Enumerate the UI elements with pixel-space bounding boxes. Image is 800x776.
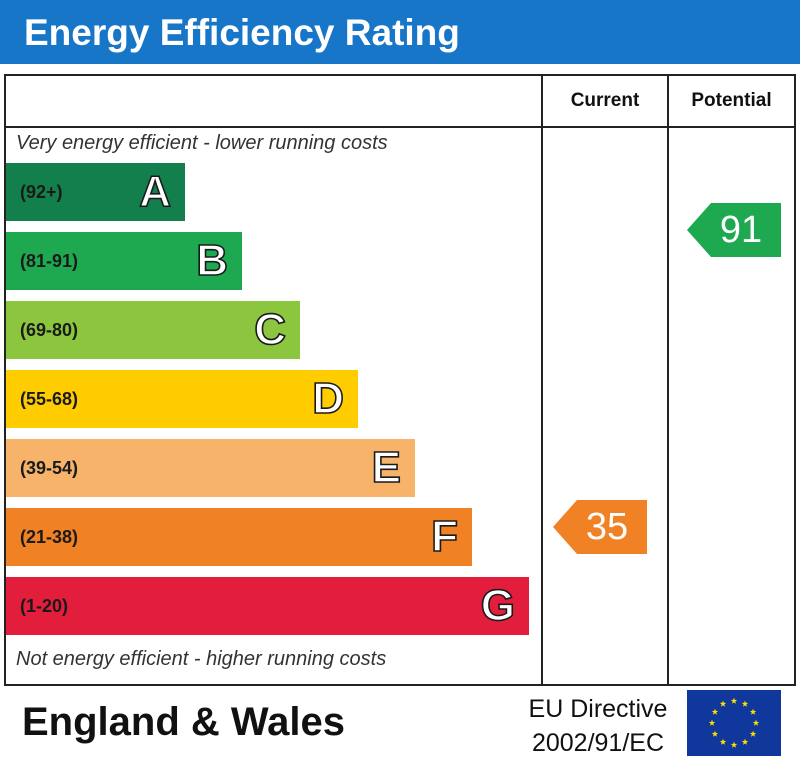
eu-star-icon [708,719,716,726]
band-f: (21-38) F [6,508,472,566]
band-letter-label: A [138,166,171,217]
region-label: England & Wales [22,700,346,744]
top-note: Very energy efficient - lower running co… [16,132,388,154]
current-rating-arrow: 35 [553,500,647,554]
header-row-divider [4,126,796,128]
eu-star-icon [711,730,719,737]
band-a: (92+) A [6,163,185,221]
band-range-label: (39-54) [20,458,79,478]
eu-star-icon [752,719,760,726]
footer-divider [4,684,796,686]
eu-star-icon [730,741,738,748]
potential-column-divider [667,74,669,686]
band-letter-label: G [480,580,516,631]
eu-star-icon [749,708,757,715]
band-d: (55-68) D [6,370,358,428]
band-b: (81-91) B [6,232,242,290]
band-letter-label: E [371,442,402,493]
eu-star-icon [749,730,757,737]
eu-directive-line1: EU Directive [528,695,668,723]
eu-star-icon [711,708,719,715]
chart-title: Energy Efficiency Rating [24,12,460,53]
current-column-header: Current [570,90,640,111]
eu-star-icon [741,738,749,745]
band-range-label: (21-38) [20,527,79,547]
current-rating-value: 35 [585,506,629,548]
eu-directive-line2: 2002/91/EC [531,729,665,757]
eu-flag-icon [687,690,781,756]
eu-star-icon [719,700,727,707]
eu-star-icon [719,738,727,745]
current-column-divider [541,74,543,686]
band-letter-label: C [253,304,286,355]
eu-star-icon [730,697,738,704]
band-range-label: (92+) [20,182,63,202]
band-c: (69-80) C [6,301,300,359]
band-letter-label: B [195,235,228,286]
eu-star-icon [741,700,749,707]
band-range-label: (81-91) [20,251,79,271]
band-letter-label: D [311,373,344,424]
potential-rating-arrow: 91 [687,203,781,257]
band-letter-label: F [430,511,458,562]
band-range-label: (69-80) [20,320,79,340]
band-range-label: (55-68) [20,389,79,409]
bottom-note: Not energy efficient - higher running co… [16,648,387,670]
potential-rating-value: 91 [719,209,763,251]
band-g: (1-20) G [6,577,529,635]
potential-column-header: Potential [691,90,772,111]
band-range-label: (1-20) [20,596,69,616]
eu-directive: EU Directive 2002/91/EC [520,692,676,760]
header-bar: Energy Efficiency Rating [0,0,800,64]
band-e: (39-54) E [6,439,415,497]
